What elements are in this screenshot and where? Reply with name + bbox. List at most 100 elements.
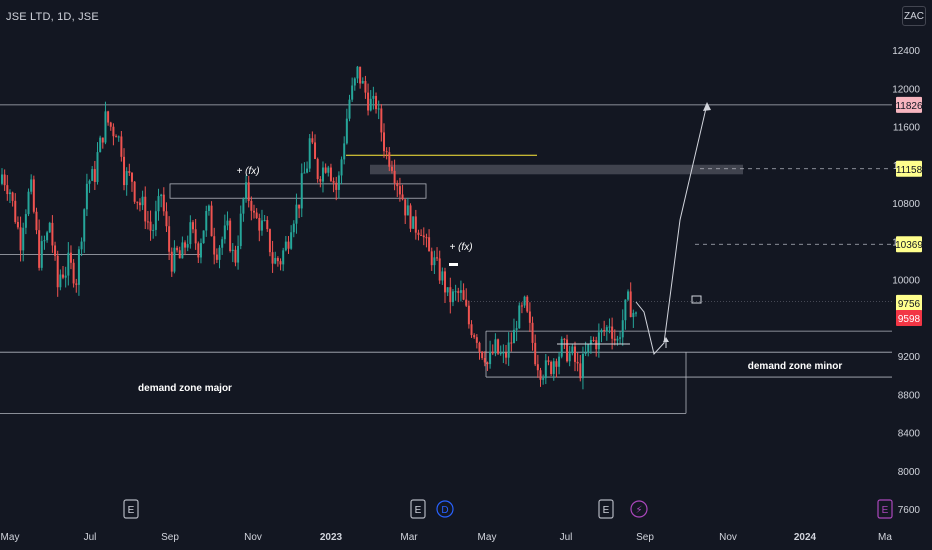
candle-body xyxy=(502,352,505,354)
candle-body xyxy=(393,170,396,184)
candle-body xyxy=(603,329,606,332)
candle-body xyxy=(329,167,332,181)
candle-body xyxy=(138,202,141,206)
y-tick-label: 10800 xyxy=(892,199,920,210)
candle-body xyxy=(239,213,242,246)
candle-body xyxy=(332,180,335,183)
candle-body xyxy=(544,360,547,379)
candle-body xyxy=(518,305,521,329)
symbol-title: JSE LTD, 1D, JSE xyxy=(6,11,99,23)
candle-body xyxy=(483,357,486,363)
candle-body xyxy=(226,220,229,226)
candle-body xyxy=(247,182,250,201)
candle-body xyxy=(571,346,574,354)
candle-body xyxy=(406,205,409,216)
price-axis[interactable]: 1240012000116001120010800104001000096009… xyxy=(892,46,923,516)
price-tag-label: 9756 xyxy=(898,299,921,310)
candle-body xyxy=(454,291,457,293)
currency-button[interactable]: ZAC xyxy=(902,6,926,26)
candle-body xyxy=(335,182,338,190)
price-tag-bg xyxy=(896,236,922,253)
candle-body xyxy=(56,255,59,288)
candle-body xyxy=(207,205,210,212)
candle-body xyxy=(536,364,539,371)
candle-body xyxy=(462,290,465,300)
candle-body xyxy=(343,143,346,160)
y-tick-label: 10000 xyxy=(892,276,920,287)
candle-body xyxy=(218,247,221,260)
candle-body xyxy=(576,361,579,364)
candle-body xyxy=(412,216,415,229)
price-tag-bg xyxy=(896,160,922,177)
candle-body xyxy=(101,137,104,143)
y-tick-label: 9200 xyxy=(898,352,921,363)
candle-body xyxy=(566,339,569,362)
candle-body xyxy=(481,351,484,358)
candle-body xyxy=(14,200,17,222)
candle-body xyxy=(499,353,502,355)
candle-body xyxy=(584,352,587,354)
candle-body xyxy=(276,257,279,262)
candle-body xyxy=(245,182,248,199)
candle-body xyxy=(388,152,391,167)
candle-body xyxy=(409,205,412,229)
candle-body xyxy=(616,338,619,341)
y-tick-label: 8800 xyxy=(898,390,921,401)
candle-body xyxy=(181,242,184,259)
candle-body xyxy=(573,346,576,362)
candle-body xyxy=(152,229,155,231)
candle-body xyxy=(27,191,30,215)
price-tag-label: 10369 xyxy=(895,240,923,251)
candle-body xyxy=(231,249,234,251)
y-tick-label: 11600 xyxy=(893,123,921,134)
event-marker: E xyxy=(877,499,893,519)
time-axis[interactable]: May Jul Sep Nov 2023 Mar May Jul Sep Nov 2024 Ma xyxy=(1,532,893,543)
x-tick-label: Nov xyxy=(719,532,737,543)
candle-body xyxy=(43,240,46,242)
x-tick-label: May xyxy=(1,532,20,543)
candle-body xyxy=(568,353,571,362)
price-tag-label: 11158 xyxy=(896,165,923,176)
candle-body xyxy=(430,251,433,266)
candle-body xyxy=(117,136,120,138)
candle-body xyxy=(613,338,616,341)
candle-body xyxy=(632,312,635,318)
candle-body xyxy=(24,214,27,228)
candle-body xyxy=(253,210,256,213)
candle-body xyxy=(279,261,282,265)
candle-body xyxy=(11,192,14,201)
candle-body xyxy=(494,339,497,354)
candle-body xyxy=(449,287,452,303)
candle-body xyxy=(390,166,393,171)
event-box xyxy=(598,499,614,519)
candle-body xyxy=(64,275,67,278)
candle-body xyxy=(149,221,152,231)
candle-body xyxy=(48,222,51,233)
candle-body xyxy=(162,194,165,212)
event-marker: ⚡ xyxy=(630,500,648,518)
candle-body xyxy=(260,220,263,231)
candle-body xyxy=(473,335,476,338)
candle-body xyxy=(372,95,375,99)
event-box xyxy=(410,499,426,519)
candle-body xyxy=(120,136,123,157)
x-tick-label: Nov xyxy=(244,532,262,543)
candle-body xyxy=(552,361,555,374)
candle-body xyxy=(425,237,428,239)
candle-body xyxy=(505,352,508,358)
zone-label-major: demand zone major xyxy=(138,383,232,394)
candle-body xyxy=(146,221,149,223)
price-tag-bg xyxy=(896,96,922,113)
event-circle xyxy=(630,500,648,518)
candle-body xyxy=(587,343,590,353)
candle-body xyxy=(287,241,290,249)
candle-body xyxy=(176,247,179,251)
candle-body xyxy=(223,225,226,240)
candle-body xyxy=(560,338,563,357)
candle-body xyxy=(351,85,354,100)
candle-body xyxy=(520,305,523,307)
candle-body xyxy=(35,211,38,231)
candle-body xyxy=(629,291,632,318)
candle-body xyxy=(321,167,324,182)
